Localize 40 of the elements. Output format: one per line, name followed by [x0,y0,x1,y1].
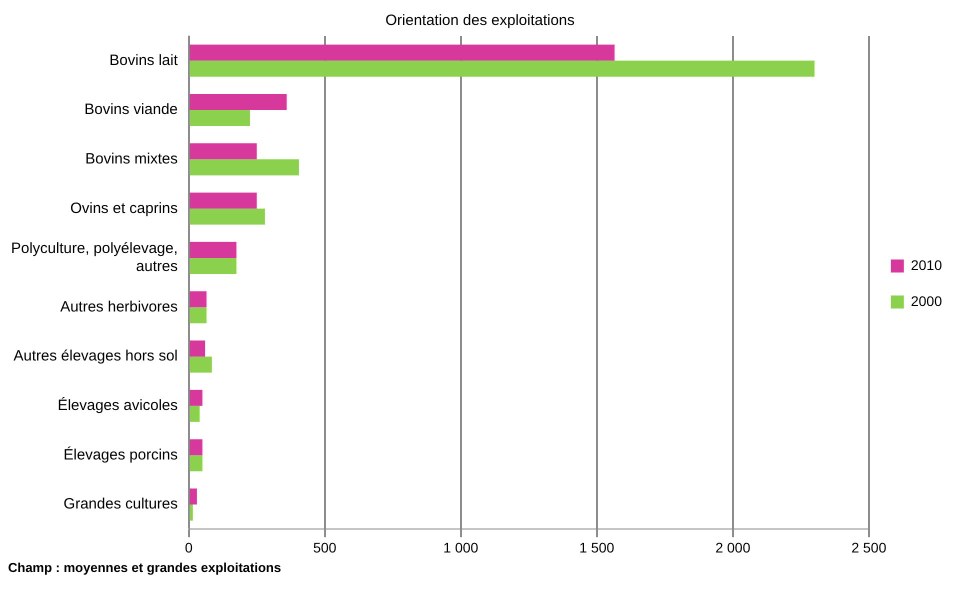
y-tick-label: Bovins viande [84,101,178,118]
x-tick-label: 2 000 [715,539,751,556]
bar [190,307,206,324]
x-tick-label: 1 500 [579,539,615,556]
x-tick-label: 2 500 [851,539,887,556]
bar [190,356,212,373]
chart-title: Orientation des exploitations [385,12,575,30]
x-tick-label: 1 000 [443,539,479,556]
y-tick-label: Autres élevages hors sol [14,348,178,365]
bar [190,143,257,160]
y-tick-label: Bovins lait [109,52,179,69]
y-tick-label: Autres herbivores [60,298,178,316]
legend-label: 2000 [910,292,942,309]
bar [190,504,193,521]
y-tick-label: Ovins et caprins [70,200,178,217]
legend-label: 2010 [910,256,942,273]
y-tick-label: Élevages avicoles [58,396,178,414]
bar [190,208,265,225]
text: Champ : moyennes et grandes exploitations [8,560,282,575]
bar [190,94,287,110]
y-tick-label: Grandes cultures [64,496,178,513]
bar [190,110,250,126]
x-tick-label: 500 [313,539,337,556]
bar [190,192,257,209]
y-tick-label: Polyculture, polyélevage, autres [11,240,178,276]
bar [190,488,197,505]
bar [190,60,814,77]
bar [190,159,299,176]
bar [190,455,202,472]
bar [190,44,614,61]
bar [190,258,236,274]
bar [190,390,202,406]
bar [190,242,236,258]
x-tick-label: 0 [184,539,193,556]
bar [190,439,202,456]
y-tick-label: Bovins mixtes [85,150,178,168]
bar [190,406,200,422]
bar [190,291,206,308]
bar [190,340,206,357]
y-tick-label: Élevages porcins [64,445,178,464]
